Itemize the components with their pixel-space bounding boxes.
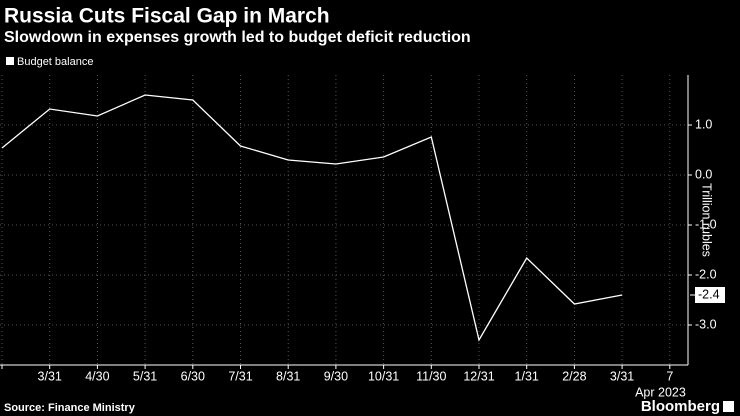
x-tick-label: 4/30 (85, 369, 109, 383)
chart-subtitle: Slowdown in expenses growth led to budge… (4, 29, 471, 46)
x-tick-label: 7/31 (228, 369, 252, 383)
y-tick-label: -3.0 (695, 317, 717, 331)
x-tick-label: 9/30 (324, 369, 348, 383)
legend-label: Budget balance (17, 56, 93, 68)
legend-swatch (6, 57, 14, 65)
x-tick-label: 1/31 (515, 369, 539, 383)
line (1, 94, 623, 342)
brand-icon (723, 401, 734, 412)
x-tick-label: 3/31 (38, 369, 62, 383)
x-tick-label: 11/30 (416, 369, 446, 383)
value-label-box (695, 287, 725, 303)
x-tick-label: 5/31 (133, 369, 157, 383)
x-tick-label: 10/31 (368, 369, 399, 383)
y-tick-label: 1.0 (695, 117, 712, 131)
x-sublabel: Apr 2023 (635, 385, 686, 399)
y-tick-label: -1.0 (695, 217, 717, 231)
brand: Bloomberg (641, 398, 720, 415)
chart-title: Russia Cuts Fiscal Gap in March (4, 5, 330, 28)
y-tick-label: 0.0 (695, 167, 712, 181)
x-tick-label: 6/30 (181, 369, 205, 383)
value-label: -2.4 (698, 287, 720, 301)
source: Source: Finance Ministry (4, 402, 136, 414)
y-tick-label: -2.0 (695, 267, 717, 281)
x-tick-label: 12/31 (463, 369, 494, 383)
x-tick-label: 3/31 (610, 369, 634, 383)
x-tick-label: 2/28 (562, 369, 586, 383)
x-tick-label: 7 (666, 369, 673, 383)
y-axis-label: Trillion rubles (700, 183, 714, 257)
x-tick-label: 8/31 (276, 369, 300, 383)
